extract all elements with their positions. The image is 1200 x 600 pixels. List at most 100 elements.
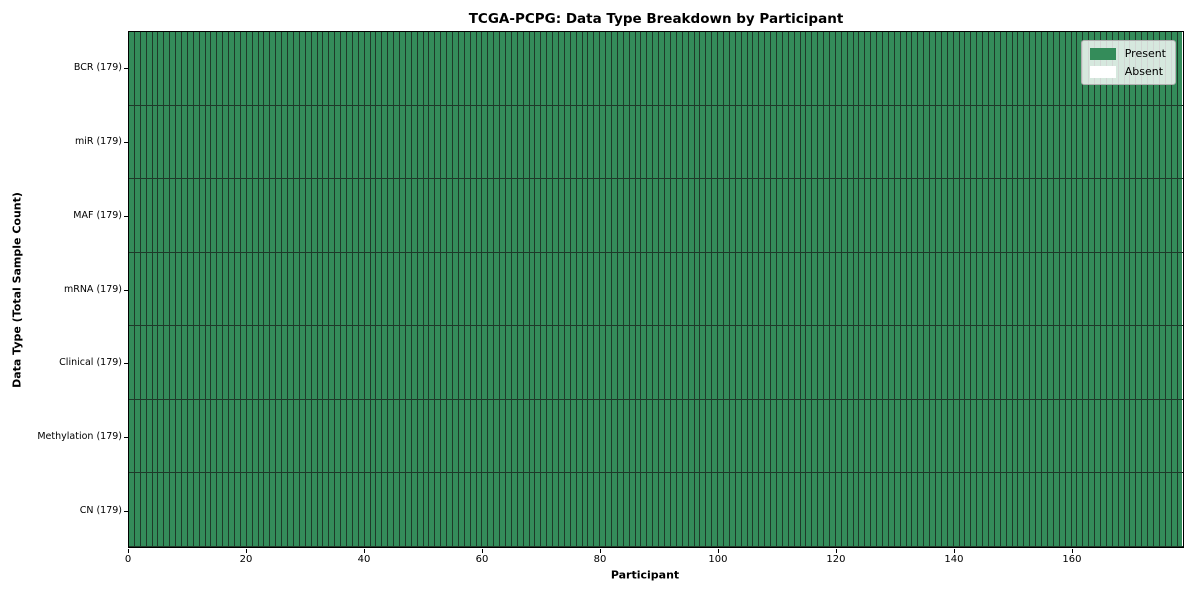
heatmap-cell — [959, 399, 966, 473]
heatmap-cell — [488, 179, 495, 252]
heatmap-cell — [812, 105, 819, 179]
heatmap-cell — [941, 32, 948, 105]
heatmap-cell — [865, 179, 872, 252]
heatmap-cell — [364, 105, 371, 179]
heatmap-cell — [759, 326, 766, 399]
heatmap-cell — [812, 326, 819, 399]
heatmap-cell — [576, 32, 583, 105]
heatmap-cell — [229, 473, 236, 547]
heatmap-cell — [582, 326, 589, 399]
heatmap-cell — [376, 473, 383, 547]
heatmap-cell — [529, 105, 536, 179]
x-tick-mark — [363, 549, 365, 553]
heatmap-cell — [994, 105, 1001, 179]
heatmap-cell — [317, 179, 324, 252]
heatmap-cell — [317, 399, 324, 473]
heatmap-cell — [470, 399, 477, 473]
heatmap-cell — [859, 105, 866, 179]
heatmap-cell — [1042, 32, 1048, 105]
heatmap-cell — [335, 32, 342, 105]
heatmap-cell — [829, 105, 836, 179]
heatmap-cell — [1042, 105, 1048, 179]
heatmap-cell — [588, 399, 595, 473]
heatmap-cell — [352, 473, 359, 547]
heatmap-cell — [452, 473, 459, 547]
heatmap-cell — [741, 179, 748, 252]
heatmap-cell — [741, 399, 748, 473]
heatmap-cell — [971, 252, 978, 326]
heatmap-cell — [983, 32, 990, 105]
heatmap-cell — [217, 179, 224, 252]
heatmap-cell — [994, 252, 1001, 326]
heatmap-cell — [659, 473, 666, 547]
heatmap-cell — [1053, 105, 1060, 179]
heatmap-cell — [547, 32, 554, 105]
heatmap-cell — [877, 105, 883, 179]
heatmap-cell — [983, 105, 990, 179]
heatmap-cell — [1124, 473, 1131, 547]
heatmap-cell — [665, 32, 671, 105]
heatmap-cell — [1053, 32, 1060, 105]
heatmap-cell — [405, 105, 412, 179]
heatmap-cell — [735, 399, 742, 473]
heatmap-cell — [464, 252, 471, 326]
heatmap-cell — [983, 473, 990, 547]
heatmap-cell — [712, 179, 719, 252]
heatmap-cell — [258, 32, 265, 105]
heatmap-cell — [559, 473, 565, 547]
heatmap-cell — [270, 105, 277, 179]
heatmap-cell — [900, 105, 907, 179]
heatmap-cell — [358, 399, 365, 473]
heatmap-cell — [670, 473, 677, 547]
heatmap-cell — [352, 32, 359, 105]
heatmap-cell — [482, 105, 489, 179]
heatmap-cell — [635, 326, 642, 399]
heatmap-cell — [1100, 252, 1107, 326]
heatmap-cell — [1130, 252, 1137, 326]
heatmap-cell — [600, 32, 607, 105]
heatmap-cell — [936, 105, 942, 179]
heatmap-cell — [635, 105, 642, 179]
heatmap-cell — [429, 32, 436, 105]
heatmap-cell — [606, 252, 613, 326]
heatmap-cell — [429, 179, 436, 252]
heatmap-cell — [388, 252, 395, 326]
heatmap-cell — [134, 105, 141, 179]
heatmap-cell — [164, 473, 171, 547]
heatmap-cell — [252, 179, 259, 252]
heatmap-cell — [500, 326, 506, 399]
heatmap-cell — [158, 399, 165, 473]
heatmap-cell — [293, 473, 300, 547]
heatmap-cell — [865, 473, 872, 547]
heatmap-cell — [747, 473, 754, 547]
heatmap-cell — [187, 473, 194, 547]
heatmap-cell — [370, 399, 377, 473]
heatmap-cell — [835, 105, 842, 179]
heatmap-cell — [146, 105, 153, 179]
heatmap-cell — [1153, 179, 1160, 252]
heatmap-cell — [488, 326, 495, 399]
heatmap-cell — [606, 399, 613, 473]
heatmap-cell — [653, 252, 660, 326]
heatmap-cell — [152, 326, 159, 399]
heatmap-cell — [723, 252, 730, 326]
heatmap-cell — [1047, 473, 1054, 547]
heatmap-cell — [411, 32, 418, 105]
heatmap-cell — [547, 252, 554, 326]
heatmap-cell — [476, 32, 483, 105]
heatmap-cell — [276, 399, 283, 473]
heatmap-cell — [900, 32, 907, 105]
heatmap-cell — [765, 473, 772, 547]
x-axis-title: Participant — [610, 568, 680, 582]
heatmap-cell — [688, 252, 695, 326]
heatmap-cell — [170, 399, 177, 473]
heatmap-cell — [936, 326, 942, 399]
heatmap-cell — [941, 179, 948, 252]
heatmap-cell — [223, 473, 230, 547]
heatmap-cell — [617, 32, 624, 105]
heatmap-cell — [900, 326, 907, 399]
heatmap-cell — [723, 105, 730, 179]
heatmap-cell — [594, 326, 601, 399]
heatmap-cell — [376, 252, 383, 326]
heatmap-cell — [323, 399, 330, 473]
